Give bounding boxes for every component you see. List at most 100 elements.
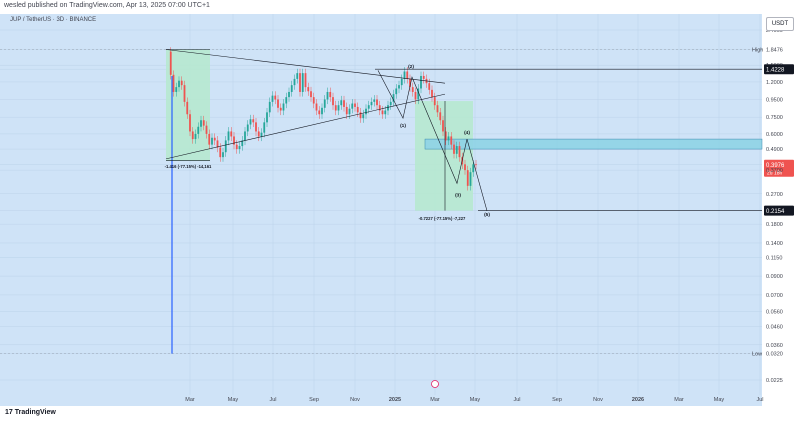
price-tag-label: 0.2154 [766, 209, 785, 215]
candle-body [329, 91, 332, 98]
tradingview-logo: 17 TradingView [5, 409, 56, 416]
y-tick-label: 0.1150 [766, 256, 782, 262]
candle-body [365, 108, 367, 115]
tv-logo-icon: 17 [5, 409, 15, 416]
candle-body [466, 170, 469, 186]
x-tick-label: 2026 [632, 397, 644, 403]
candle-body [378, 105, 381, 111]
candle-body [257, 131, 260, 137]
price-tag-label: 0.3976 [766, 163, 785, 169]
candle-body [180, 80, 183, 86]
resistance-zone [424, 138, 763, 150]
x-tick-label: May [228, 397, 239, 403]
candle-body [263, 122, 266, 133]
hi-lo-label: Low [752, 352, 762, 358]
candle-body [387, 105, 389, 111]
candle-body [285, 97, 288, 104]
price-tag-bg [764, 64, 794, 75]
y-tick-label: 0.0360 [766, 343, 783, 349]
y-tick-label: 0.0700 [766, 293, 783, 299]
candle-body [447, 136, 450, 141]
time-axis: Mar May Jul Sep Nov 2025 Mar May Jul Sep Nov 2026 Ma… [185, 397, 763, 403]
candle-body [332, 97, 334, 106]
candle-body [233, 136, 235, 145]
candle-body [189, 114, 191, 132]
x-tick-label: Jul [269, 397, 276, 403]
candle-body [422, 75, 425, 79]
x-tick-label: Jul [513, 397, 520, 403]
hi-lo-label: High [752, 48, 763, 54]
candle-body [395, 88, 398, 95]
y-tick-label: 0.6000 [766, 132, 783, 138]
candle-body [323, 99, 326, 108]
y-tick-label: 0.7500 [766, 115, 783, 121]
candle-body [227, 131, 230, 141]
candle-body [367, 105, 370, 109]
candle-body [420, 75, 422, 89]
x-tick-label: Mar [185, 397, 195, 403]
candle-body [169, 51, 172, 75]
candle-body [202, 120, 205, 126]
chart-plot-area[interactable]: (1) (2) (3) (4) (5) -1.416 (-77.15%) -14,161 -… [0, 14, 800, 406]
candle-body [299, 73, 301, 92]
y-tick-label: 0.0560 [766, 310, 783, 316]
y-tick-label: 0.0460 [766, 324, 783, 330]
candle-body [290, 85, 293, 92]
candle-body [282, 103, 285, 111]
y-tick-label: 0.1400 [766, 241, 783, 247]
elliott-wave-path [377, 70, 488, 211]
publish-info: wesled published on TradingView.com, Apr… [4, 2, 210, 9]
triangle-lower-line [165, 93, 446, 160]
candle-body [392, 94, 395, 102]
candles-group [169, 47, 477, 354]
candle-body [288, 91, 290, 98]
currency-button[interactable]: USDT [766, 17, 794, 31]
candle-body [246, 124, 249, 132]
candle-body [172, 74, 175, 92]
x-tick-label: May [714, 397, 725, 403]
candle-body [428, 83, 431, 90]
y-tick-label: 1.8476 [766, 48, 783, 54]
price-chart[interactable]: (1) (2) (3) (4) (5) -1.416 (-77.15%) -14,161 -… [0, 14, 800, 406]
measure-box-2 [415, 101, 473, 211]
candle-body [326, 91, 329, 100]
x-tick-label: Nov [593, 397, 603, 403]
candle-body [343, 100, 345, 107]
x-tick-label: Mar [430, 397, 440, 403]
brand-text: TradingView [14, 409, 56, 416]
candle-body [472, 164, 475, 173]
candle-body [249, 119, 252, 125]
annotation-label: -0.7227 (-77.15%) -7,227 [419, 216, 466, 221]
candle-body [293, 78, 296, 86]
candle-body [475, 164, 477, 166]
price-tag-bg [764, 159, 794, 177]
y-tick-label: 2.4000 [766, 28, 783, 34]
candle-body [439, 112, 442, 121]
candle-body [244, 131, 246, 141]
candle-body [450, 136, 453, 145]
annotation-label: (1) [400, 123, 406, 129]
x-tick-label: May [470, 397, 481, 403]
candle-body [211, 137, 213, 145]
x-tick-label: Nov [350, 397, 360, 403]
candle-body [403, 71, 406, 79]
candle-body [274, 95, 277, 100]
candle-body [370, 101, 373, 106]
candle-body [252, 119, 255, 123]
candle-body [381, 110, 384, 115]
candle-body [384, 110, 387, 115]
candle-body [175, 87, 178, 92]
x-tick-label: Sep [309, 397, 319, 403]
wave-labels: (1) (2) (3) (4) (5) -1.416 (-77.15%) -14,161 -… [165, 64, 490, 388]
candle-body [310, 91, 312, 98]
publish-header: wesled published on TradingView.com, Apr… [0, 0, 800, 14]
candle-body [241, 140, 244, 147]
candle-body [277, 99, 279, 108]
candle-body [315, 103, 318, 111]
candle-body [191, 131, 194, 140]
candle-body [453, 144, 455, 154]
candle-body [183, 85, 186, 102]
candle-body [205, 125, 208, 134]
candle-body [409, 78, 411, 88]
candle-body [296, 73, 299, 79]
